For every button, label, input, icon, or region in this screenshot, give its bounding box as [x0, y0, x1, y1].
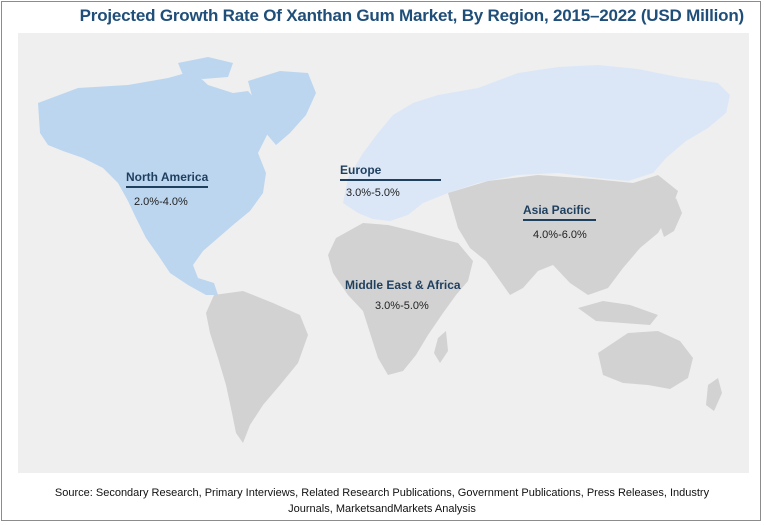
north-america-label: North America 2.0%-4.0% [126, 170, 209, 208]
europe-name: Europe [340, 163, 442, 181]
australia-shape [598, 331, 693, 389]
map-panel: North America 2.0%-4.0% Europe 3.0%-5.0%… [18, 33, 749, 473]
south-america-shape [206, 291, 308, 443]
middle-east-africa-rate: 3.0%-5.0% [375, 300, 429, 312]
new-zealand-shape [706, 378, 722, 411]
asia-pacific-name: Asia Pacific [523, 203, 597, 221]
japan-shape [660, 198, 682, 237]
asia-pacific-rate: 4.0%-6.0% [533, 229, 587, 241]
source-line-1: Source: Secondary Research, Primary Inte… [54, 487, 710, 499]
middle-east-africa-name: Middle East & Africa [345, 278, 461, 292]
southeast-asia-shape [578, 301, 658, 325]
asia-pacific-shape [448, 175, 678, 295]
source-line-2: Journals, MarketsandMarkets Analysis [288, 503, 476, 515]
source-note: Source: Secondary Research, Primary Inte… [2, 485, 762, 517]
europe-label: Europe 3.0%-5.0% [340, 163, 442, 199]
asia-pacific-label: Asia Pacific 4.0%-6.0% [523, 203, 597, 241]
north-america-shape [38, 71, 268, 295]
map-title: Projected Growth Rate Of Xanthan Gum Mar… [79, 6, 745, 25]
madagascar-shape [434, 331, 448, 363]
europe-shape [343, 65, 730, 221]
middle-east-africa-shape [328, 223, 473, 375]
north-america-rate: 2.0%-4.0% [134, 196, 188, 208]
arctic-islands-shape [178, 57, 233, 79]
middle-east-africa-label: Middle East & Africa 3.0%-5.0% [345, 278, 461, 312]
north-america-name: North America [126, 170, 209, 188]
europe-rate: 3.0%-5.0% [346, 187, 400, 199]
world-map [38, 57, 730, 443]
greenland-shape [248, 71, 316, 145]
